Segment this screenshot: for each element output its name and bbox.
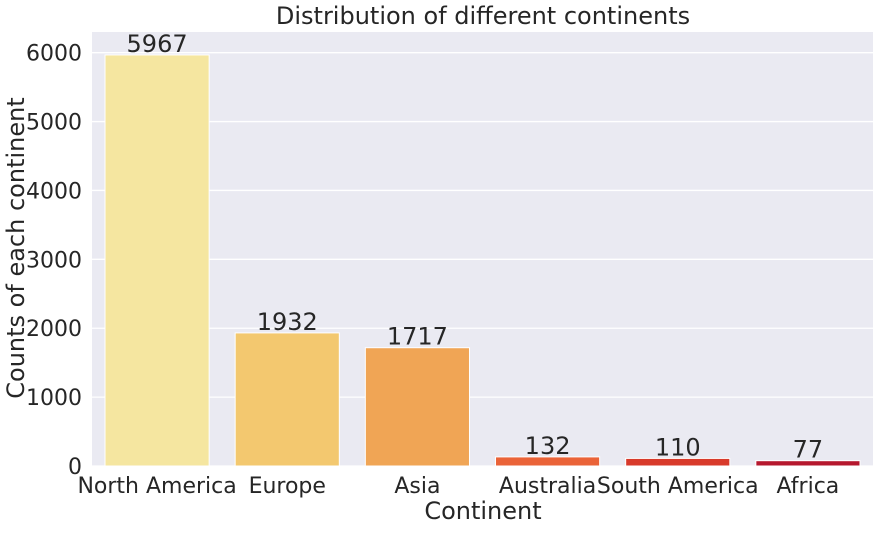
bar-value-label: 5967 bbox=[127, 30, 188, 58]
bar bbox=[364, 347, 470, 467]
y-axis-ticks: 0 1000 2000 3000 4000 5000 6000 bbox=[26, 42, 82, 480]
bar-value-label: 1932 bbox=[257, 308, 318, 336]
data-labels-group: 5967 1932 1717 132 110 77 bbox=[127, 30, 824, 464]
bar bbox=[495, 456, 601, 467]
x-axis-ticks: North America Europe Asia Australia South Am… bbox=[77, 474, 839, 499]
bars-group bbox=[104, 54, 861, 467]
bar bbox=[104, 54, 210, 467]
x-axis-label: Continent bbox=[424, 497, 541, 525]
gridlines bbox=[92, 52, 873, 467]
y-tick-label: 2000 bbox=[26, 317, 82, 342]
x-tick-label: North America bbox=[77, 474, 236, 499]
y-axis-label: Counts of each continent bbox=[2, 97, 30, 398]
x-tick-label: Australia bbox=[499, 474, 596, 499]
bar-value-label: 1717 bbox=[387, 323, 448, 351]
bar-value-label: 132 bbox=[525, 432, 571, 460]
y-tick-label: 1000 bbox=[26, 386, 82, 411]
x-tick-label: Asia bbox=[394, 474, 440, 499]
x-tick-label: South America bbox=[597, 474, 759, 499]
y-tick-label: 6000 bbox=[26, 42, 82, 67]
chart-title: Distribution of different continents bbox=[276, 2, 690, 30]
plot-background bbox=[92, 32, 873, 466]
x-tick-label: Europe bbox=[249, 474, 326, 499]
y-tick-label: 0 bbox=[68, 455, 82, 480]
x-tick-label: Africa bbox=[777, 474, 840, 499]
y-tick-label: 5000 bbox=[26, 111, 82, 136]
bar-value-label: 110 bbox=[655, 433, 701, 461]
bar bbox=[755, 460, 861, 467]
bar bbox=[625, 457, 731, 467]
y-tick-label: 4000 bbox=[26, 179, 82, 204]
y-tick-label: 3000 bbox=[26, 248, 82, 273]
bar bbox=[234, 332, 340, 467]
bar-value-label: 77 bbox=[793, 436, 824, 464]
